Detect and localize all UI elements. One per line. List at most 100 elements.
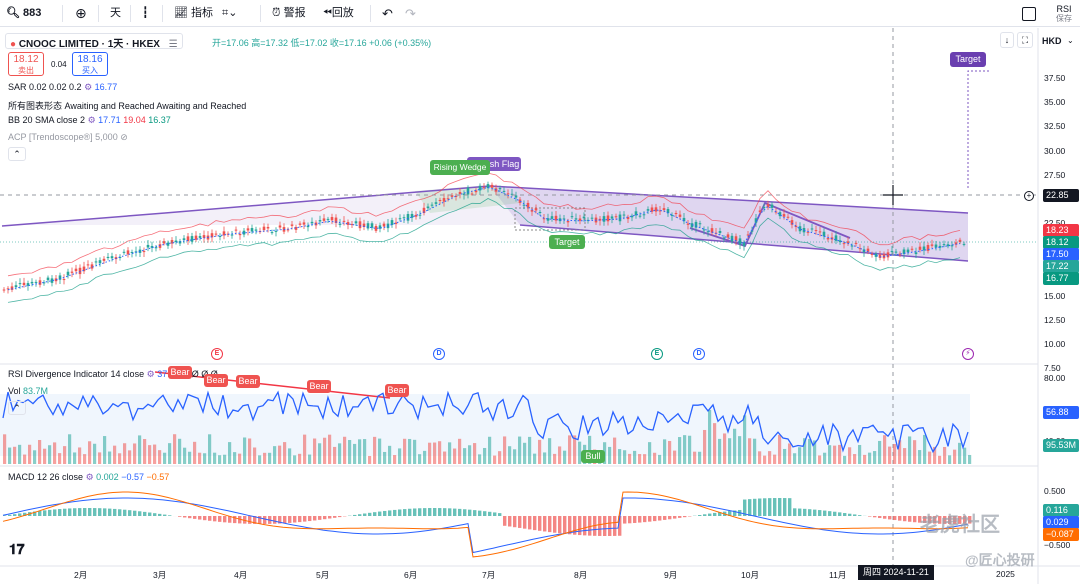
- trend-line[interactable]: [164, 185, 491, 214]
- candle: [550, 216, 554, 219]
- tradingview-logo[interactable]: 𝟏𝟕: [9, 541, 25, 557]
- earnings-event-icon[interactable]: E: [651, 348, 663, 360]
- acp-legend[interactable]: ACP [Trendoscope®] 5,000 ⊘: [8, 132, 128, 142]
- dividend-event-icon[interactable]: D: [693, 348, 705, 360]
- macd-histogram: [3, 498, 972, 536]
- volume-bar: [718, 438, 722, 464]
- add-alert-icon[interactable]: +: [1024, 191, 1034, 201]
- candle-style-icon[interactable]: ┇: [142, 7, 149, 19]
- currency-label[interactable]: HKD: [1042, 36, 1062, 46]
- replay-button[interactable]: ⏪︎回放: [323, 7, 354, 19]
- macd-histogram-bar: [358, 514, 362, 516]
- legend-menu-icon[interactable]: ☰: [168, 39, 178, 50]
- macd-histogram-bar: [538, 516, 542, 531]
- macd-histogram-bar: [278, 516, 282, 524]
- symbol-search[interactable]: 🔍︎ 883: [6, 7, 42, 19]
- trend-line[interactable]: [1, 212, 166, 227]
- undo-icon[interactable]: ↶: [382, 6, 393, 21]
- alert-button[interactable]: ⏰︎ 警报: [272, 7, 306, 19]
- fullscreen-icon[interactable]: ⛶: [1017, 32, 1033, 48]
- bear-label: Bear: [385, 384, 409, 397]
- volume-bar: [613, 437, 617, 464]
- settings-icon[interactable]: ⚙: [84, 82, 93, 92]
- symbol-legend[interactable]: ● CNOOC LIMITED · 1天 · HKEX ☰: [5, 33, 183, 50]
- macd-histogram-bar: [418, 508, 422, 516]
- volume-bar: [618, 449, 622, 464]
- settings-icon[interactable]: ⚙: [146, 369, 155, 379]
- volume-bar: [353, 443, 357, 464]
- target-label: Target: [950, 52, 986, 67]
- earnings-event-icon[interactable]: E: [211, 348, 223, 360]
- candle: [898, 253, 902, 255]
- volume-bar: [243, 437, 247, 464]
- layout-icon[interactable]: [1022, 7, 1036, 21]
- volume-bar: [313, 438, 317, 464]
- sell-button[interactable]: 18.12 卖出: [8, 52, 44, 76]
- patterns-legend[interactable]: 所有图表形态 Awaiting and Reached Awaiting and…: [8, 101, 247, 111]
- settings-icon[interactable]: ⚙: [87, 115, 96, 125]
- sar-legend[interactable]: SAR 0.02 0.02 0.2 ⚙ 16.77: [8, 82, 118, 92]
- candle: [902, 249, 906, 254]
- macd-histogram-bar: [813, 509, 817, 516]
- collapse-pane-icon[interactable]: ⌃: [8, 401, 26, 415]
- macd-legend[interactable]: MACD 12 26 close ⚙ 0.002 −0.57 −0.57: [8, 472, 170, 482]
- candle: [126, 250, 130, 255]
- candle: [362, 223, 366, 227]
- templates-icon[interactable]: ⌗⌄: [222, 7, 238, 19]
- candle: [278, 225, 282, 228]
- redo-icon[interactable]: ↷: [405, 6, 416, 21]
- macd-histogram-bar: [228, 516, 232, 523]
- volume-bar: [863, 454, 867, 464]
- hidden-eye-icon[interactable]: ⊘: [120, 132, 128, 142]
- macd-histogram-bar: [683, 516, 687, 518]
- lightning-icon[interactable]: ⚡: [962, 348, 974, 360]
- volume-bar: [173, 434, 177, 464]
- candle: [414, 214, 418, 217]
- bb-legend[interactable]: BB 20 SMA close 2 ⚙ 17.71 19.04 16.37: [8, 115, 171, 125]
- vol-legend[interactable]: Vol 83.7M: [8, 386, 49, 396]
- interval-button[interactable]: 天: [110, 7, 121, 19]
- volume-bar: [428, 442, 432, 464]
- buy-button[interactable]: 18.16 买入: [72, 52, 108, 76]
- divider: [370, 5, 371, 22]
- indicators-button[interactable]: 📈︎ 指标: [174, 7, 214, 19]
- volume-bar: [893, 443, 897, 464]
- candle: [446, 198, 450, 200]
- chevron-down-icon[interactable]: ⌄: [1067, 36, 1074, 45]
- candle: [522, 204, 526, 206]
- macd-histogram-bar: [648, 516, 652, 522]
- volume-bar: [153, 444, 157, 464]
- collapse-legend-icon[interactable]: ⌃: [8, 147, 26, 161]
- volume-bar: [438, 441, 442, 464]
- candle: [490, 184, 494, 188]
- volume-bar: [488, 436, 492, 464]
- volume-bar: [23, 454, 27, 464]
- price-label: 18.12: [1043, 236, 1079, 249]
- volume-bar: [148, 445, 152, 464]
- add-symbol-icon[interactable]: ⊕: [75, 5, 87, 21]
- macd-histogram-bar: [933, 516, 937, 524]
- candle: [862, 249, 866, 253]
- candle: [238, 233, 242, 236]
- candle: [294, 226, 298, 230]
- wedge-fill: [415, 185, 520, 213]
- download-icon[interactable]: ↓: [1000, 32, 1014, 48]
- settings-icon[interactable]: ⚙: [85, 472, 94, 482]
- channel-upper[interactable]: [489, 185, 969, 214]
- saved-layout[interactable]: RSI 保存: [1056, 4, 1072, 23]
- volume-bar: [433, 442, 437, 464]
- volume-bar: [633, 450, 637, 464]
- candle: [554, 215, 558, 221]
- dividend-event-icon[interactable]: D: [433, 348, 445, 360]
- macd-histogram-bar: [858, 515, 862, 516]
- volume-bar: [363, 439, 367, 464]
- macd-histogram-bar: [763, 498, 767, 516]
- macd-histogram-bar: [448, 508, 452, 516]
- candle: [574, 218, 578, 220]
- candle: [766, 204, 770, 208]
- chart-canvas[interactable]: [0, 28, 1080, 584]
- volume-bar: [88, 441, 92, 464]
- macd-histogram-bar: [803, 508, 807, 516]
- macd-value-label: 0.116: [1043, 504, 1079, 517]
- watermark-brand: 老虎社区: [920, 514, 1000, 536]
